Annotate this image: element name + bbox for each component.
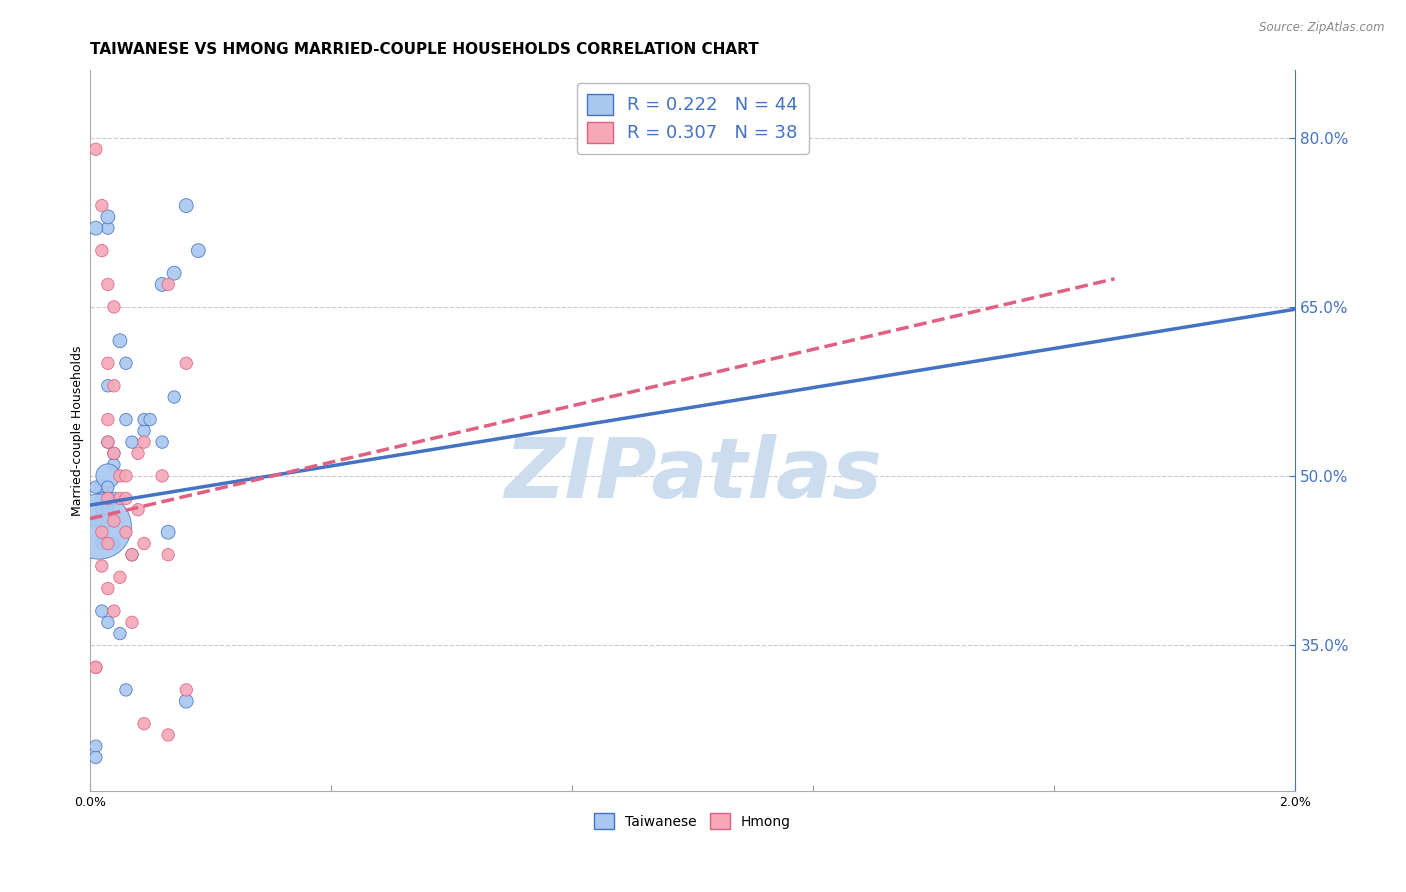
Point [163, 266, 186, 280]
Point [132, 536, 155, 550]
Point [103, 514, 125, 528]
Point [108, 491, 131, 506]
Point [97, 480, 120, 494]
Point [90, 604, 112, 618]
Point [121, 548, 143, 562]
Point [84, 750, 107, 764]
Point [90, 502, 112, 516]
Point [127, 446, 149, 460]
Point [84, 221, 107, 235]
Point [103, 514, 125, 528]
Point [90, 536, 112, 550]
Point [97, 491, 120, 506]
Point [97, 502, 120, 516]
Point [132, 435, 155, 450]
Point [115, 412, 138, 426]
Point [103, 458, 125, 472]
Point [90, 559, 112, 574]
Point [84, 514, 107, 528]
Point [121, 615, 143, 630]
Point [97, 469, 120, 483]
Point [150, 435, 173, 450]
Point [103, 446, 125, 460]
Point [115, 525, 138, 540]
Point [84, 660, 107, 674]
Point [132, 424, 155, 438]
Point [103, 604, 125, 618]
Point [84, 739, 107, 754]
Point [97, 221, 120, 235]
Point [157, 525, 180, 540]
Point [97, 615, 120, 630]
Point [97, 435, 120, 450]
Point [90, 480, 112, 494]
Point [121, 548, 143, 562]
Point [187, 244, 209, 258]
Point [115, 356, 138, 370]
Point [139, 412, 162, 426]
Text: Source: ZipAtlas.com: Source: ZipAtlas.com [1260, 21, 1385, 34]
Point [84, 142, 107, 156]
Point [97, 582, 120, 596]
Point [174, 694, 197, 708]
Point [97, 277, 120, 292]
Point [174, 682, 197, 697]
Point [97, 536, 120, 550]
Point [132, 412, 155, 426]
Point [132, 716, 155, 731]
Point [150, 277, 173, 292]
Point [115, 491, 138, 506]
Point [174, 198, 197, 212]
Point [97, 435, 120, 450]
Point [97, 379, 120, 393]
Point [157, 277, 180, 292]
Legend: Taiwanese, Hmong: Taiwanese, Hmong [589, 807, 796, 835]
Point [103, 300, 125, 314]
Point [97, 514, 120, 528]
Point [97, 210, 120, 224]
Point [97, 491, 120, 506]
Point [90, 525, 112, 540]
Point [121, 435, 143, 450]
Point [108, 626, 131, 640]
Point [174, 356, 197, 370]
Point [163, 390, 186, 404]
Point [87, 519, 110, 533]
Point [127, 502, 149, 516]
Text: TAIWANESE VS HMONG MARRIED-COUPLE HOUSEHOLDS CORRELATION CHART: TAIWANESE VS HMONG MARRIED-COUPLE HOUSEH… [90, 42, 759, 57]
Point [108, 570, 131, 584]
Point [84, 480, 107, 494]
Point [84, 660, 107, 674]
Point [90, 198, 112, 212]
Point [115, 469, 138, 483]
Y-axis label: Married-couple Households: Married-couple Households [72, 345, 84, 516]
Point [115, 682, 138, 697]
Point [103, 536, 125, 550]
Point [97, 412, 120, 426]
Point [103, 446, 125, 460]
Point [157, 728, 180, 742]
Point [108, 334, 131, 348]
Point [150, 469, 173, 483]
Text: ZIPatlas: ZIPatlas [503, 434, 882, 515]
Point [157, 548, 180, 562]
Point [90, 491, 112, 506]
Point [103, 379, 125, 393]
Point [90, 244, 112, 258]
Point [97, 356, 120, 370]
Point [108, 469, 131, 483]
Point [103, 491, 125, 506]
